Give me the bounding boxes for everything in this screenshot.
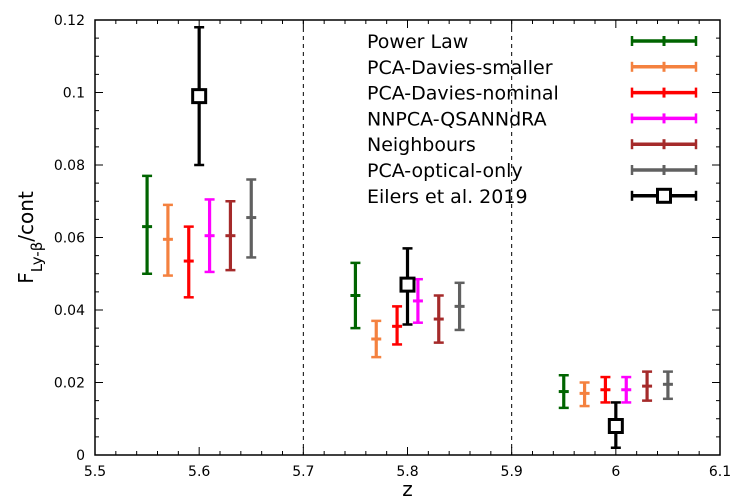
- y-tick-label: 0.04: [54, 303, 85, 319]
- data-point-square: [607, 418, 624, 434]
- legend-label: NNPCA-QSANNdRA: [367, 108, 547, 130]
- legend-marker-square: [656, 187, 672, 204]
- x-tick-label: 5.8: [396, 464, 418, 480]
- y-label-subscript: Ly-β: [28, 242, 46, 273]
- legend-label: PCA-Davies-nominal: [367, 83, 559, 105]
- y-label-base: F: [14, 272, 38, 284]
- data-point-square: [191, 88, 208, 105]
- series-pca-davies-smaller: [162, 203, 590, 408]
- legend-label: Eilers et al. 2019: [367, 186, 528, 208]
- y-tick-label: 0.1: [63, 86, 85, 102]
- x-tick-label: 5.7: [292, 464, 314, 480]
- y-tick-label: 0.12: [54, 13, 85, 29]
- legend-label: Power Law: [367, 31, 468, 53]
- x-axis-label: z: [402, 477, 413, 500]
- legend-label: PCA-Davies-smaller: [367, 57, 553, 79]
- series-pca-davies-nominal: [183, 225, 611, 404]
- series-nnpca-qsanndra: [204, 198, 632, 404]
- axes: 5.5 5.6 5.7 5.8 5.9 6 6.1 0 0.02 0.04 0.06 0.08 0.1 0…: [54, 13, 731, 480]
- legend-label: Neighbours: [367, 134, 476, 156]
- data-point-square: [399, 276, 416, 293]
- x-tick-label: 5.9: [501, 464, 523, 480]
- y-tick-label: 0: [76, 448, 85, 464]
- y-label-suffix: /cont: [14, 191, 38, 242]
- y-tick-label: 0.06: [54, 231, 85, 247]
- x-tick-label: 6.1: [709, 464, 731, 480]
- x-tick-label: 5.5: [84, 464, 106, 480]
- legend: Power Law PCA-Davies-smaller PCA-Davies-no…: [367, 31, 698, 208]
- y-tick-label: 0.02: [54, 376, 85, 392]
- y-tick-label: 0.08: [54, 158, 85, 174]
- x-tick-label: 6: [611, 464, 620, 480]
- series-neighbours: [225, 200, 653, 402]
- series-pca-optical-only: [246, 178, 673, 401]
- legend-label: PCA-optical-only: [367, 160, 523, 182]
- plot-area: [142, 20, 673, 455]
- x-tick-label: 5.6: [188, 464, 210, 480]
- y-axis-label: FLy-β/cont: [14, 191, 46, 284]
- series-power-law: [142, 174, 569, 410]
